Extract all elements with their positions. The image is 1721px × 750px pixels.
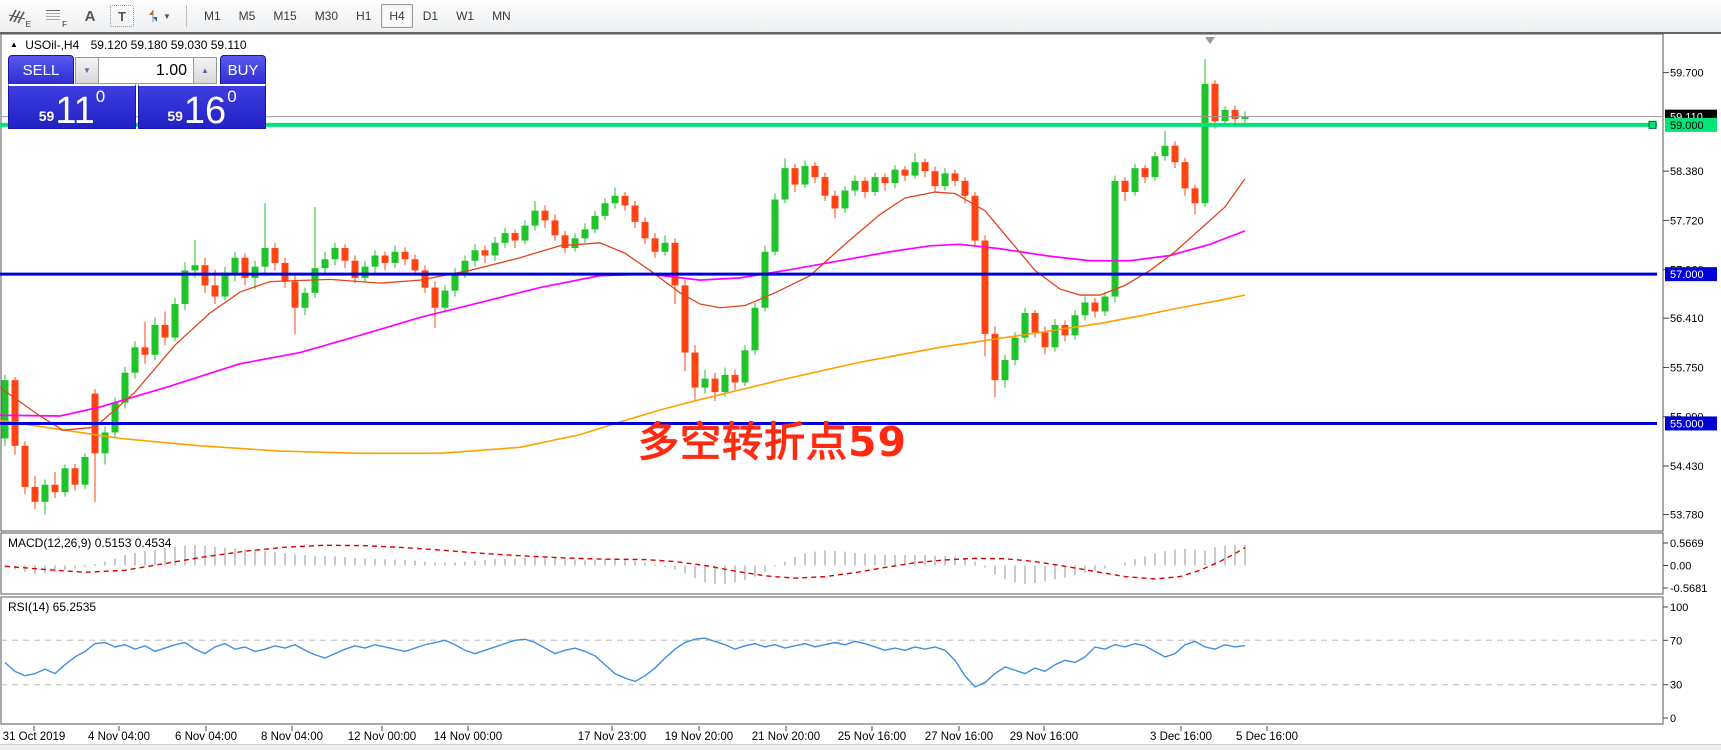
sell-price-sup: 0 [95, 87, 106, 106]
indicator-list-icon[interactable]: E [2, 2, 34, 30]
arrows-object-icon[interactable]: ▼ [138, 2, 178, 30]
timeframe-button-H1[interactable]: H1 [356, 9, 372, 23]
timeframe-button-MN[interactable]: MN [492, 9, 511, 23]
chart-shift-marker-icon[interactable] [1205, 37, 1215, 44]
time-tick-label: 29 Nov 16:00 [1010, 731, 1078, 743]
hline-price-badge: 55.000 [1670, 418, 1704, 430]
timeframe-button-W1[interactable]: W1 [456, 9, 475, 23]
toolbar-separator [186, 5, 187, 27]
time-tick-label: 3 Dec 16:00 [1150, 731, 1212, 743]
time-tick-label: 6 Nov 04:00 [175, 731, 237, 743]
price-tick-label: 58.380 [1670, 166, 1704, 178]
time-tick-label: 21 Nov 20:00 [752, 731, 820, 743]
dotted-grid-icon [46, 10, 60, 20]
rsi-panel: 100 70 30 0 RSI(14) 65.2535 [1, 600, 1688, 725]
buy-price-big: 16 [183, 89, 227, 132]
time-tick-label: 17 Nov 23:00 [578, 731, 646, 743]
symbol-title: USOil-,H4 [25, 38, 80, 52]
price-tick-label: 56.410 [1670, 313, 1704, 325]
rsi-line [4, 637, 1246, 688]
hline-price-badge: 59.000 [1670, 120, 1704, 132]
arrows-icon [149, 10, 158, 22]
price-tick-label: 54.430 [1670, 461, 1704, 473]
macd-tick-label: 0.00 [1670, 561, 1691, 573]
time-tick-label: 8 Nov 04:00 [261, 731, 323, 743]
timeframe-button-M1[interactable]: M1 [204, 9, 221, 23]
buy-button[interactable]: BUY [220, 55, 266, 85]
chart-annotation-text[interactable]: 多空转折点59 [638, 418, 908, 466]
text-label-icon[interactable]: A [84, 7, 96, 25]
volume-increase-button[interactable]: ▲ [193, 57, 217, 84]
time-tick-label: 12 Nov 00:00 [348, 731, 416, 743]
macd-label: MACD(12,26,9) 0.5153 0.4534 [8, 536, 172, 550]
buy-price-prefix: 59 [167, 108, 183, 124]
sell-price-panel[interactable]: 59 11 0 [8, 84, 136, 132]
sell-price-prefix: 59 [38, 108, 55, 124]
volume-control: ▼ ▲ [75, 57, 217, 84]
hline-price-badge: 57.000 [1670, 269, 1704, 281]
price-chart-canvas[interactable]: 59.70058.38057.72057.06056.41055.75055.0… [0, 32, 1721, 750]
dropdown-caret-icon: ▼ [163, 11, 171, 21]
ma-slow-line [0, 294, 1246, 455]
time-axis: 31 Oct 2019 4 Nov 04:00 6 Nov 04:00 8 Nov 0… [3, 726, 1298, 743]
time-tick-label: 4 Nov 04:00 [88, 731, 150, 743]
price-tick-label: 57.720 [1670, 215, 1704, 227]
time-tick-label: 19 Nov 20:00 [665, 731, 733, 743]
ma-fast-line [0, 178, 1246, 431]
price-tick-label: 55.750 [1670, 362, 1704, 374]
volume-input[interactable] [99, 57, 193, 84]
collapse-triangle-icon[interactable]: ▲ [10, 40, 18, 49]
template-grid-icon[interactable]: F [38, 2, 70, 30]
candles-group [1, 59, 1249, 515]
volume-decrease-button[interactable]: ▼ [75, 57, 99, 84]
symbol-title-line: ▲ USOil-,H4 59.120 59.180 59.030 59.110 [10, 38, 247, 52]
rsi-label: RSI(14) 65.2535 [8, 600, 96, 614]
macd-tick-label: 0.5669 [1670, 538, 1704, 550]
panel-frame [0, 596, 1664, 725]
ohlc-values: 59.120 59.180 59.030 59.110 [90, 38, 247, 52]
main-chart [0, 59, 1249, 515]
time-tick-label: 31 Oct 2019 [3, 731, 66, 743]
text-object-icon[interactable]: T [110, 5, 134, 27]
time-tick-label: 14 Nov 00:00 [434, 731, 502, 743]
horizontal-scrollbar[interactable] [0, 744, 1721, 750]
sell-button[interactable]: SELL [8, 55, 74, 85]
price-tick-label: 53.780 [1670, 510, 1704, 522]
rsi-tick-label: 30 [1670, 680, 1682, 692]
buy-price-sup: 0 [227, 87, 237, 106]
rsi-tick-label: 0 [1670, 713, 1676, 725]
rsi-tick-label: 70 [1670, 635, 1682, 647]
macd-panel: 0.5669 0.00 -0.5681 MACD(12,26,9) 0.5153 0.… [4, 536, 1707, 595]
time-tick-label: 25 Nov 16:00 [838, 731, 906, 743]
hatch-icon [8, 9, 26, 24]
timeframe-button-D1[interactable]: D1 [422, 9, 439, 23]
ma-mid-line [0, 230, 1246, 417]
panel-frame [0, 532, 1664, 595]
price-tick-label: 59.700 [1670, 68, 1704, 80]
timeframe-button-H4[interactable]: H4 [381, 4, 413, 28]
buy-price-panel[interactable]: 59 16 0 [138, 84, 266, 132]
timeframe-button-M5[interactable]: M5 [238, 9, 256, 23]
timeframe-bar: M1 M5 M15 M30 H1 H4 D1 W1 MN [195, 4, 520, 28]
timeframe-button-M30[interactable]: M30 [314, 9, 339, 23]
rsi-tick-label: 100 [1670, 602, 1688, 614]
toolbar: E F A T ▼ M1 M5 M15 M30 H1 H4 D1 W1 MN [0, 0, 1721, 33]
timeframe-button-M15[interactable]: M15 [273, 9, 297, 23]
macd-signal-line [4, 544, 1246, 580]
time-tick-label: 27 Nov 16:00 [925, 731, 993, 743]
time-tick-label: 5 Dec 16:00 [1236, 731, 1298, 743]
hline-end-marker[interactable] [1648, 120, 1657, 129]
macd-tick-label: -0.5681 [1670, 583, 1707, 595]
one-click-trading-panel: SELL ▼ ▲ BUY 59 11 0 59 16 0 [8, 55, 266, 130]
sell-price-big: 11 [55, 89, 95, 132]
